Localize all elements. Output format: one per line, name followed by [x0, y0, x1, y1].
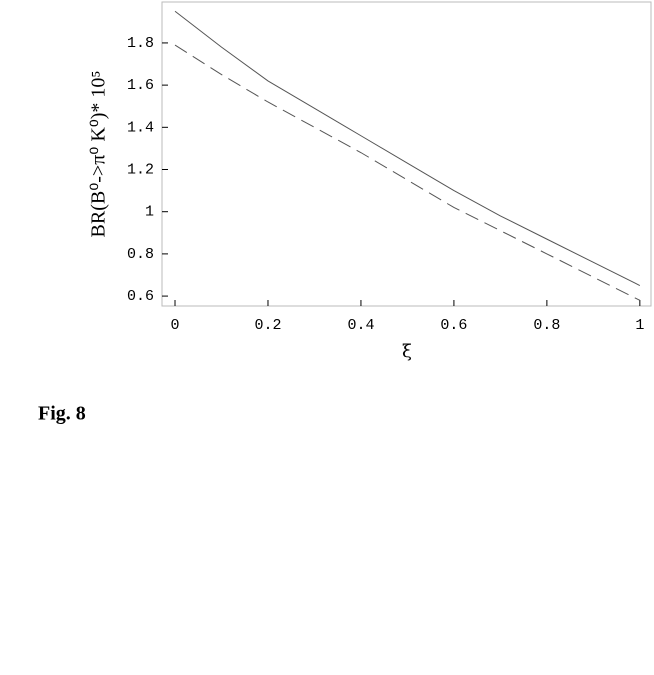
- x-tick-label: 0.6: [440, 317, 467, 334]
- y-tick-label: 1.2: [127, 161, 154, 178]
- x-tick-label: 1: [635, 317, 644, 334]
- x-tick-label: 0.4: [347, 317, 374, 334]
- y-axis-label: BR(B⁰->π⁰ K⁰)* 10⁵: [88, 71, 110, 238]
- series-line: [174, 10, 641, 286]
- x-tick-label: 0.8: [533, 317, 560, 334]
- series-line: [174, 44, 641, 301]
- y-tick-label: 1.6: [127, 77, 154, 94]
- y-tick-label: 1: [145, 204, 154, 221]
- x-tick-label: 0: [171, 317, 180, 334]
- y-tick-label: 0.8: [127, 246, 154, 263]
- x-axis-label: ξ: [402, 341, 412, 362]
- y-tick-label: 1.4: [127, 119, 154, 136]
- y-tick-label: 0.6: [127, 288, 154, 305]
- caption: Fig. 8: [38, 403, 86, 425]
- x-tick-label: 0.2: [254, 317, 281, 334]
- plot-frame: [161, 1, 652, 307]
- y-tick-label: 1.8: [127, 35, 154, 52]
